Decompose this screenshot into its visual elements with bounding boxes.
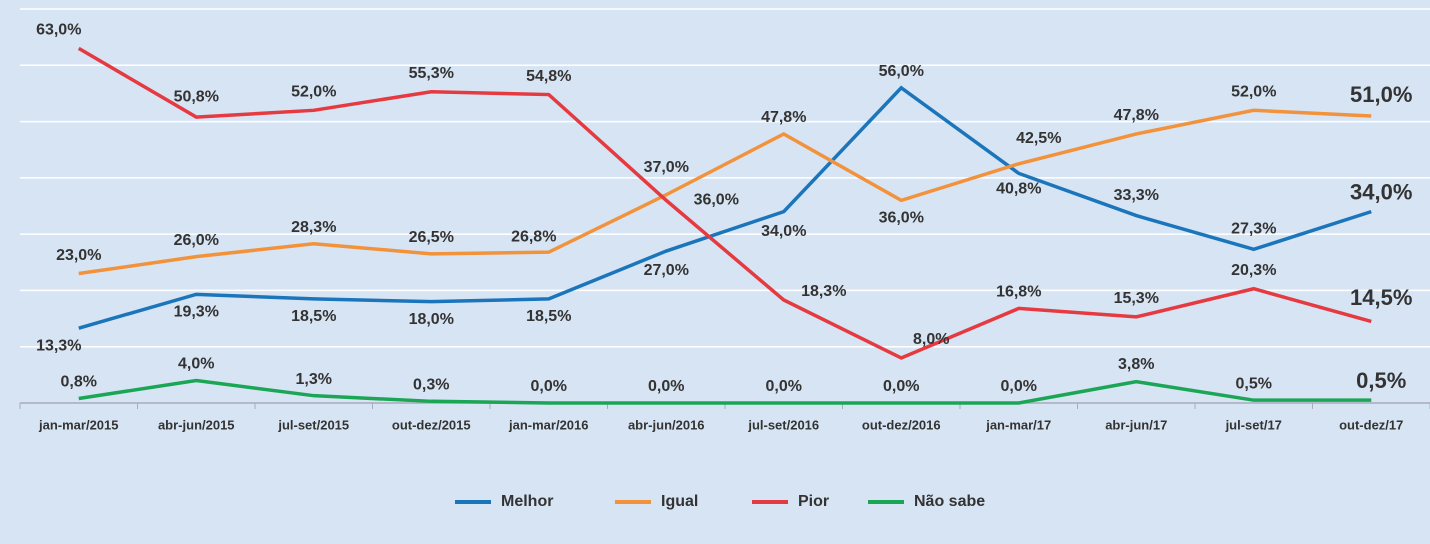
data-label: 20,3% <box>1231 262 1276 279</box>
data-label: 0,0% <box>883 378 919 395</box>
legend-label: Igual <box>661 493 698 510</box>
data-label: 56,0% <box>879 63 924 80</box>
x-tick-label: abr-jun/2015 <box>158 417 235 432</box>
series-line <box>78 85 1372 330</box>
x-tick-label: jan-mar/2015 <box>38 417 119 432</box>
data-label: 47,8% <box>761 109 806 126</box>
data-label: 23,0% <box>56 247 101 264</box>
data-label: 36,0% <box>694 192 739 209</box>
data-label: 26,0% <box>174 232 219 249</box>
data-label: 0,0% <box>1001 378 1037 395</box>
x-tick-label: jan-mar/2016 <box>508 417 589 432</box>
data-label: 28,3% <box>291 219 336 236</box>
data-label: 18,0% <box>409 311 454 328</box>
data-label: 33,3% <box>1114 187 1159 204</box>
data-label: 8,0% <box>913 331 949 348</box>
data-label: 3,8% <box>1118 356 1154 373</box>
data-label: 0,0% <box>531 378 567 395</box>
legend-label: Melhor <box>501 493 553 510</box>
data-label: 47,8% <box>1114 107 1159 124</box>
data-label: 1,3% <box>296 371 332 388</box>
x-tick-label: out-dez/17 <box>1339 417 1403 432</box>
data-label: 0,5% <box>1356 368 1406 393</box>
data-label: 26,8% <box>511 228 556 245</box>
data-label: 27,3% <box>1231 221 1276 238</box>
data-label: 13,3% <box>36 337 81 354</box>
x-tick-label: jan-mar/17 <box>985 417 1051 432</box>
data-label: 18,5% <box>291 308 336 325</box>
data-label: 0,3% <box>413 377 449 394</box>
data-label: 16,8% <box>996 284 1041 301</box>
data-label: 37,0% <box>644 159 689 176</box>
data-label: 52,0% <box>291 84 336 101</box>
data-label: 0,8% <box>61 374 97 391</box>
data-label: 50,8% <box>174 88 219 105</box>
data-label: 42,5% <box>1016 130 1061 147</box>
data-label: 40,8% <box>996 181 1041 198</box>
x-tick-label: jul-set/17 <box>1225 417 1282 432</box>
series-line <box>77 46 1372 360</box>
legend-label: Pior <box>798 493 829 510</box>
legend-label: Não sabe <box>914 493 985 510</box>
x-tick-label: out-dez/2016 <box>862 417 941 432</box>
data-label: 51,0% <box>1350 82 1412 107</box>
data-label: 27,0% <box>644 262 689 279</box>
data-label: 18,5% <box>526 308 571 325</box>
data-label: 54,8% <box>526 68 571 85</box>
x-tick-label: jul-set/2016 <box>747 417 819 432</box>
x-tick-label: jul-set/2015 <box>277 417 349 432</box>
series-line <box>78 108 1372 276</box>
data-label: 36,0% <box>879 210 924 227</box>
x-tick-label: abr-jun/17 <box>1105 417 1167 432</box>
data-label: 55,3% <box>409 65 454 82</box>
data-label: 14,5% <box>1350 285 1412 310</box>
data-label: 19,3% <box>174 304 219 321</box>
data-label: 63,0% <box>36 22 81 39</box>
series-line <box>78 378 1372 405</box>
x-tick-label: out-dez/2015 <box>392 417 471 432</box>
data-label: 26,5% <box>409 229 454 246</box>
data-label: 0,0% <box>766 378 802 395</box>
x-tick-label: abr-jun/2016 <box>628 417 705 432</box>
data-label: 34,0% <box>761 223 806 240</box>
data-label: 15,3% <box>1114 290 1159 307</box>
data-label: 18,3% <box>801 283 846 300</box>
data-label: 0,0% <box>648 378 684 395</box>
data-label: 34,0% <box>1350 179 1412 204</box>
data-label: 0,5% <box>1236 375 1272 392</box>
data-label: 52,0% <box>1231 84 1276 101</box>
data-label: 4,0% <box>178 356 214 373</box>
